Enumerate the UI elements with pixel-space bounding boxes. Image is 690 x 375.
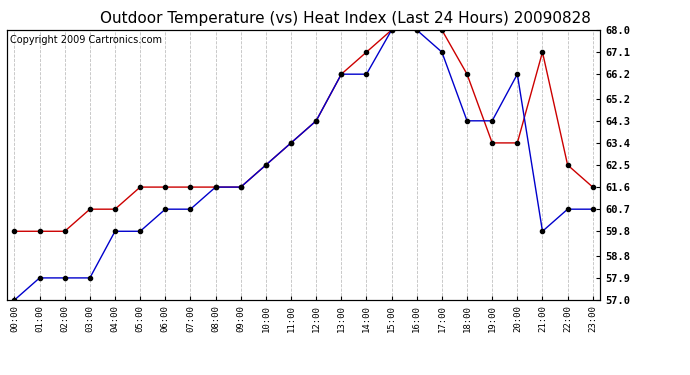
Text: Copyright 2009 Cartronics.com: Copyright 2009 Cartronics.com <box>10 35 162 45</box>
Text: Outdoor Temperature (vs) Heat Index (Last 24 Hours) 20090828: Outdoor Temperature (vs) Heat Index (Las… <box>99 11 591 26</box>
